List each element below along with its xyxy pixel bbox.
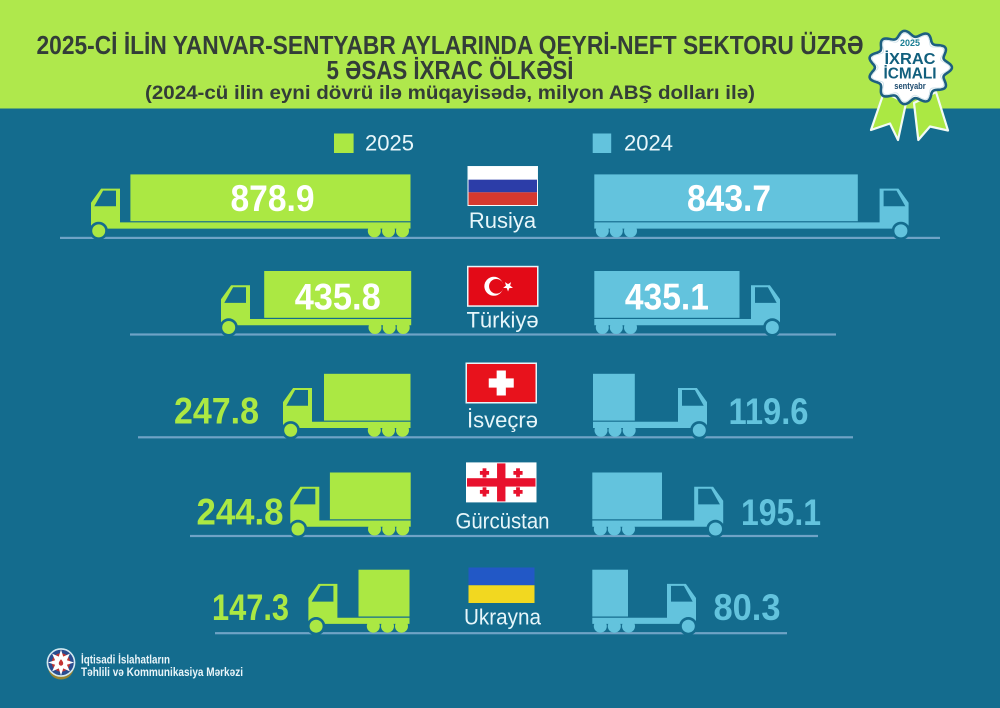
svg-text:İqtisadi İslahatların: İqtisadi İslahatların: [81, 654, 170, 667]
svg-text:Təhlili və Kommunikasiya Mərkə: Təhlili və Kommunikasiya Mərkəzi: [81, 667, 243, 679]
svg-text:Türkiyə: Türkiyə: [466, 308, 538, 333]
svg-text:Gürcüstan: Gürcüstan: [456, 509, 550, 534]
svg-text:2024: 2024: [624, 131, 673, 156]
svg-text:878.9: 878.9: [231, 178, 315, 219]
svg-text:195.1: 195.1: [741, 492, 821, 533]
svg-text:2025: 2025: [900, 38, 921, 49]
svg-text:843.7: 843.7: [687, 178, 771, 219]
svg-text:147.3: 147.3: [212, 587, 289, 628]
svg-text:247.8: 247.8: [174, 391, 259, 432]
svg-text:435.1: 435.1: [625, 277, 709, 318]
svg-text:2025: 2025: [365, 131, 414, 156]
svg-text:sentyabr: sentyabr: [894, 81, 926, 91]
svg-text:Rusiya: Rusiya: [469, 208, 537, 233]
svg-text:435.8: 435.8: [295, 277, 381, 318]
svg-text:119.6: 119.6: [729, 391, 809, 432]
svg-text:244.8: 244.8: [197, 492, 284, 533]
svg-text:80.3: 80.3: [714, 587, 781, 628]
svg-text:2025-Cİ İLİN YANVAR-SENTYABR A: 2025-Cİ İLİN YANVAR-SENTYABR AYLARINDA Q…: [37, 31, 864, 60]
svg-text:İCMALI: İCMALI: [884, 66, 937, 83]
svg-text:İsveçrə: İsveçrə: [467, 408, 538, 433]
svg-text:(2024-cü ilin eyni dövrü ilə m: (2024-cü ilin eyni dövrü ilə müqayisədə,…: [145, 83, 755, 104]
svg-text:İXRAC: İXRAC: [885, 51, 936, 68]
svg-text:5 ƏSAS İXRAC ÖLKƏSİ: 5 ƏSAS İXRAC ÖLKƏSİ: [327, 56, 574, 85]
svg-text:Ukrayna: Ukrayna: [464, 605, 542, 630]
